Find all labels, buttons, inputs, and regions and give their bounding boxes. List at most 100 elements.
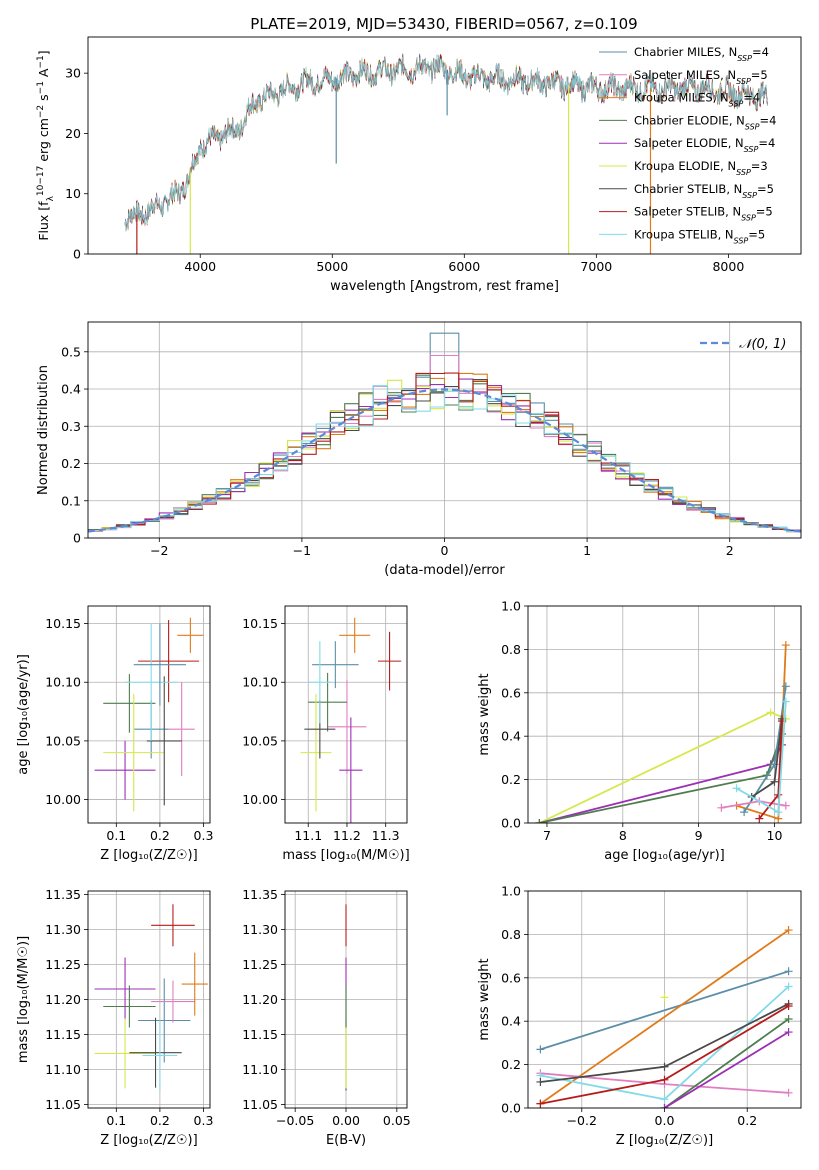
y-axis-label-part: erg cm [36, 118, 51, 166]
series-marker [536, 1099, 545, 1108]
x-tick-label: 2 [726, 543, 734, 558]
plot-area-residuals [88, 332, 801, 533]
panel-residuals: −2 −1 0 1 2 0 0.1 0.2 0.3 0.4 0.5 (data-model)/erro… [36, 321, 802, 578]
series-marker [784, 1015, 793, 1024]
legend-nssp-value: =5 [748, 227, 765, 241]
legend-nssp-value: =5 [756, 205, 773, 219]
x-axis-label: E(B-V) [326, 1133, 366, 1148]
x-tick-label: 0.0 [655, 1113, 675, 1128]
y-tick-label: 0.8 [501, 642, 521, 657]
legend-model-name: Salpeter ELODIE, N [634, 136, 744, 150]
y-tick-label: 11.20 [45, 992, 81, 1007]
x-tick-label: 0.3 [194, 1113, 214, 1128]
y-axis-label-part: s [36, 94, 51, 105]
legend-model-name: Chabrier STELIB, N [634, 182, 742, 196]
y-tick-label: 10.05 [242, 733, 278, 748]
x-axis-label: wavelength [Angstrom, rest frame] [330, 279, 559, 294]
x-axis-label: Z [log₁₀(Z/Z☉)] [100, 848, 197, 863]
legend-nssp-value: =4 [752, 45, 769, 59]
series-marker [660, 1075, 669, 1084]
x-tick-label: 6000 [448, 259, 480, 274]
legend-entry: Chabrier ELODIE, NSSP=4 [634, 113, 776, 130]
series-marker [774, 790, 783, 799]
x-tick-label: 8000 [712, 259, 744, 274]
y-axis-label-part: λ [46, 195, 56, 201]
legend-subscript: SSP [744, 145, 759, 154]
y-axis-label-part: −1 [36, 55, 46, 68]
spectrum-line-kroupa-stelib [124, 53, 768, 232]
x-tick-label: 0.00 [332, 1113, 360, 1128]
y-axis-label-part: −17 [36, 166, 46, 185]
series-marker [766, 708, 775, 717]
legend-subscript: SSP [741, 213, 756, 222]
legend-entry: Kroupa ELODIE, NSSP=3 [634, 159, 768, 177]
x-axis-label: age [log₁₀(age/yr)] [604, 848, 725, 863]
series-marker [781, 682, 790, 691]
legend-subscript: SSP [734, 236, 749, 245]
x-tick-label: −2 [150, 543, 168, 558]
y-tick-label: 10.10 [242, 675, 278, 690]
legend-model-name: Salpeter STELIB, N [634, 205, 741, 219]
y-axis-label-part: 10 [36, 184, 46, 196]
y-tick-label: 0.4 [501, 1014, 521, 1029]
series-line-chabrier-miles [540, 970, 789, 1051]
plot-area-spectrum [124, 53, 768, 254]
legend-model-name: Chabrier MILES, N [634, 45, 737, 59]
y-tick-label: 0.5 [61, 344, 81, 359]
y-tick-label: 10.15 [45, 616, 81, 631]
plot-area-age_vs_Z [94, 617, 204, 812]
y-tick-label: 1.0 [501, 884, 521, 899]
legend-subscript: SSP [745, 122, 760, 131]
y-tick-label: 11.25 [45, 957, 81, 972]
x-tick-label: 7 [543, 828, 551, 843]
legend-nssp-value: =4 [758, 136, 775, 150]
x-axis-label: (data-model)/error [384, 563, 505, 578]
y-tick-label: 11.05 [242, 1097, 278, 1112]
x-tick-label: 11.1 [294, 828, 322, 843]
series-marker [536, 1045, 545, 1054]
plot-area-mass_vs_Z [94, 904, 208, 1091]
axes-frame [527, 605, 802, 824]
x-tick-label: 0 [441, 543, 449, 558]
series-marker [774, 808, 783, 817]
plot-area-weight_vs_Z [536, 926, 793, 1108]
axes-frame [284, 605, 408, 824]
y-tick-label: 0 [73, 247, 81, 262]
series-line-kroupa-miles [539, 929, 790, 1105]
y-tick-label: 11.30 [45, 922, 81, 937]
series-line-chabrier-elodie [663, 1018, 790, 1108]
legend-entry: 𝒩(0, 1) [739, 337, 786, 352]
y-tick-label: 0.4 [501, 729, 521, 744]
panel-age_vs_Z: 0.1 0.2 0.3 10.00 10.05 10.10 10.15 Z [log₁₀(Z/… [16, 605, 214, 863]
panel-weight_vs_age: 7 8 9 10 0.0 0.2 0.4 0.6 0.8 1.0 age [log₁₀(age/yr… [477, 599, 802, 863]
x-tick-label: 0.05 [383, 1113, 411, 1128]
y-tick-label: 11.15 [45, 1027, 81, 1042]
legend-subscript: SSP [736, 76, 751, 85]
y-tick-label: 0.6 [501, 685, 521, 700]
series-line-salpeter-miles [721, 800, 786, 809]
x-tick-label: −0.05 [276, 1113, 314, 1128]
y-axis-label: mass [log₁₀(M/M☉)] [16, 936, 31, 1063]
legend-model-name: Chabrier ELODIE, N [634, 113, 745, 127]
x-tick-label: 4000 [184, 259, 216, 274]
y-tick-label: 20 [65, 126, 81, 141]
y-tick-label: 0.2 [501, 1057, 521, 1072]
y-axis-label-part: Flux [f [36, 201, 51, 241]
legend-subscript: SSP [736, 168, 751, 177]
legend-entry: Chabrier MILES, NSSP=4 [634, 45, 769, 63]
y-tick-label: 11.30 [242, 922, 278, 937]
x-tick-label: 0.2 [737, 1113, 757, 1128]
x-tick-label: 11.2 [333, 828, 361, 843]
series-marker [784, 982, 793, 991]
series-line-chabrier-stelib [751, 718, 783, 798]
series-marker [781, 801, 790, 810]
series-marker [770, 777, 779, 786]
y-tick-label: 0.0 [501, 816, 521, 831]
x-tick-label: 0.3 [194, 828, 214, 843]
panel-mass_vs_ebv: −0.05 0.00 0.05 11.05 11.10 11.15 11.20 11.25 11… [242, 887, 411, 1148]
y-axis-label-part: −1 [36, 81, 46, 94]
y-tick-label: 11.05 [45, 1097, 81, 1112]
legend-model-name: Kroupa MILES, N [634, 91, 729, 105]
series-marker [660, 1062, 669, 1071]
legend-model-name: Kroupa STELIB, N [634, 227, 734, 241]
